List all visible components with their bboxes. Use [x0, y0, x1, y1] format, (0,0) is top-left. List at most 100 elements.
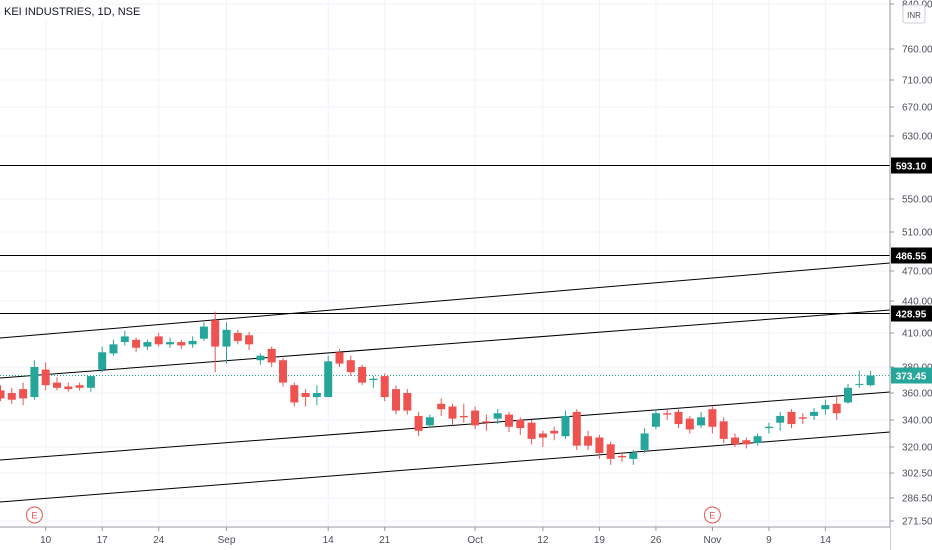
- candle: [516, 417, 525, 435]
- candle: [674, 409, 683, 429]
- candle-body: [425, 417, 434, 426]
- candle: [279, 357, 287, 387]
- level-badge-bg-1: [891, 157, 932, 174]
- time-tick-label: 26: [650, 535, 662, 546]
- time-axis[interactable]: 10 17 24 Sep 14 21 Oct 12 19 26 Nov 9 14: [40, 527, 831, 546]
- candle: [493, 409, 502, 425]
- candle-body: [256, 355, 265, 361]
- candle: [550, 426, 559, 441]
- trend-line-4[interactable]: [0, 431, 891, 503]
- candle-body: [132, 339, 141, 348]
- candle: [256, 353, 265, 365]
- time-tick-label: 9: [766, 535, 772, 546]
- candle: [425, 414, 434, 429]
- candle: [844, 383, 852, 404]
- candle: [177, 339, 186, 349]
- candle: [505, 411, 513, 433]
- candle: [697, 411, 706, 429]
- candles: [0, 311, 875, 465]
- time-axis-panel[interactable]: [0, 527, 890, 550]
- earnings-marker[interactable]: E: [703, 506, 721, 524]
- candle-body: [369, 378, 378, 380]
- currency-label: INR: [907, 11, 921, 20]
- candle-body: [505, 414, 513, 427]
- earnings-marker[interactable]: E: [25, 506, 43, 524]
- trend-line-3[interactable]: [0, 391, 891, 461]
- candle-body: [685, 418, 694, 430]
- candle-body: [233, 333, 242, 341]
- price-tick-label: 302.50: [902, 469, 932, 480]
- price-tick-label: 271.50: [902, 517, 932, 528]
- candle-body: [64, 386, 73, 390]
- candle-body: [742, 440, 751, 445]
- candle-body: [346, 360, 355, 373]
- time-tick-label: 19: [594, 535, 606, 546]
- candle-body: [358, 367, 367, 383]
- level-badge-label-1: 593.10: [896, 162, 927, 173]
- candle: [211, 311, 220, 373]
- candle: [685, 415, 694, 434]
- candle-body: [844, 387, 852, 403]
- time-tick-label: 12: [537, 535, 549, 546]
- candle-body: [19, 389, 28, 399]
- candle-body: [855, 383, 864, 385]
- candle-body: [832, 403, 841, 414]
- last-price-badge-label: 373.45: [896, 372, 927, 383]
- candle: [471, 406, 480, 430]
- candle-body: [199, 326, 208, 339]
- candle: [651, 409, 660, 430]
- candle: [527, 420, 536, 445]
- candle: [98, 346, 107, 373]
- candle: [810, 407, 819, 420]
- candle: [335, 348, 344, 367]
- candle: [629, 449, 638, 465]
- candle: [0, 385, 5, 402]
- candle-body: [188, 340, 197, 345]
- candle: [708, 406, 717, 434]
- candle-body: [787, 411, 796, 425]
- candle-body: [222, 329, 231, 347]
- candle: [75, 382, 84, 391]
- candle: [764, 422, 773, 434]
- candle: [199, 322, 208, 341]
- candle: [245, 331, 254, 350]
- candle: [290, 382, 299, 407]
- candle-body: [120, 336, 129, 343]
- candle: [7, 387, 16, 404]
- candle-body: [86, 376, 95, 388]
- candle: [776, 411, 785, 431]
- earnings-marker-circle: [703, 506, 721, 524]
- candle-body: [798, 417, 807, 419]
- candle-body: [866, 375, 875, 386]
- candle-body: [629, 452, 638, 459]
- candle: [640, 428, 649, 453]
- candle-body: [166, 342, 174, 345]
- candle-body: [245, 335, 254, 345]
- candle-body: [335, 352, 344, 364]
- candle: [414, 411, 423, 437]
- earnings-marker-circle: [25, 506, 43, 524]
- candle: [731, 433, 739, 447]
- trend-line-2[interactable]: [0, 309, 891, 379]
- time-tick-label: 14: [820, 535, 832, 546]
- candle: [301, 389, 310, 407]
- candle: [188, 336, 197, 348]
- candle: [358, 364, 367, 386]
- trend-line-1[interactable]: [0, 262, 891, 339]
- level-badge-bg-2: [891, 247, 932, 264]
- candle-body: [493, 413, 502, 419]
- price-axis-panel[interactable]: [890, 0, 932, 550]
- candle-body: [211, 320, 220, 347]
- price-tick-label: 340.00: [902, 416, 932, 427]
- price-tick-label: 360.00: [902, 389, 932, 400]
- price-badges: 593.10 486.55 428.95 373.45: [891, 157, 932, 384]
- candle-body: [640, 433, 649, 450]
- earnings-marker-label: E: [31, 511, 37, 521]
- candle-body: [414, 415, 423, 431]
- candle: [821, 399, 830, 415]
- time-tick-label: 24: [153, 535, 165, 546]
- price-tick-label: 320.00: [902, 443, 932, 454]
- currency-box[interactable]: [902, 4, 926, 24]
